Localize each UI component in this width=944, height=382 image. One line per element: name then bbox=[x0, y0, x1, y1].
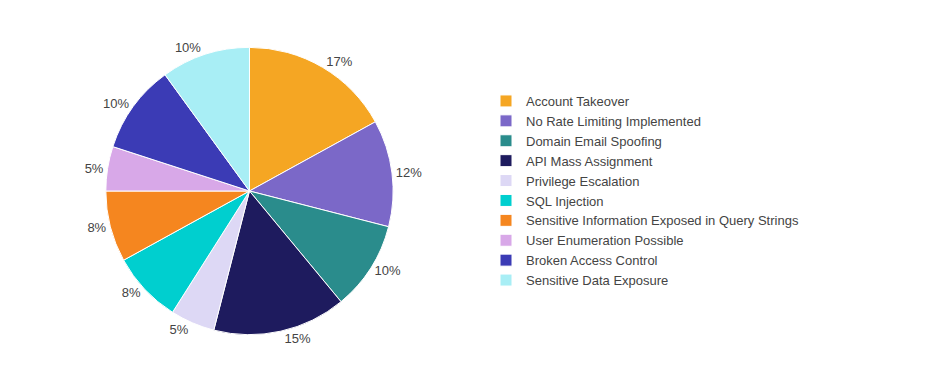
svg-text:17%: 17% bbox=[326, 54, 352, 69]
svg-text:SQL Injection: SQL Injection bbox=[526, 194, 604, 209]
svg-text:12%: 12% bbox=[396, 165, 422, 180]
svg-text:5%: 5% bbox=[85, 161, 104, 176]
svg-text:5%: 5% bbox=[169, 322, 188, 337]
svg-text:Sensitive Data Exposure: Sensitive Data Exposure bbox=[526, 273, 668, 288]
svg-text:10%: 10% bbox=[175, 40, 201, 55]
svg-text:Broken Access Control: Broken Access Control bbox=[526, 253, 658, 268]
svg-text:8%: 8% bbox=[122, 285, 141, 300]
svg-text:Privilege Escalation: Privilege Escalation bbox=[526, 174, 639, 189]
svg-text:Sensitive Information Exposed: Sensitive Information Exposed in Query S… bbox=[526, 213, 799, 228]
svg-text:10%: 10% bbox=[103, 96, 129, 111]
svg-text:10%: 10% bbox=[375, 263, 401, 278]
svg-text:Account Takeover: Account Takeover bbox=[526, 94, 630, 109]
svg-text:15%: 15% bbox=[285, 331, 311, 346]
svg-text:No Rate Limiting Implemented: No Rate Limiting Implemented bbox=[526, 114, 701, 129]
svg-text:API Mass Assignment: API Mass Assignment bbox=[526, 154, 653, 169]
svg-text:Domain Email Spoofing: Domain Email Spoofing bbox=[526, 134, 662, 149]
svg-text:8%: 8% bbox=[87, 220, 106, 235]
svg-text:User Enumeration Possible: User Enumeration Possible bbox=[526, 233, 684, 248]
